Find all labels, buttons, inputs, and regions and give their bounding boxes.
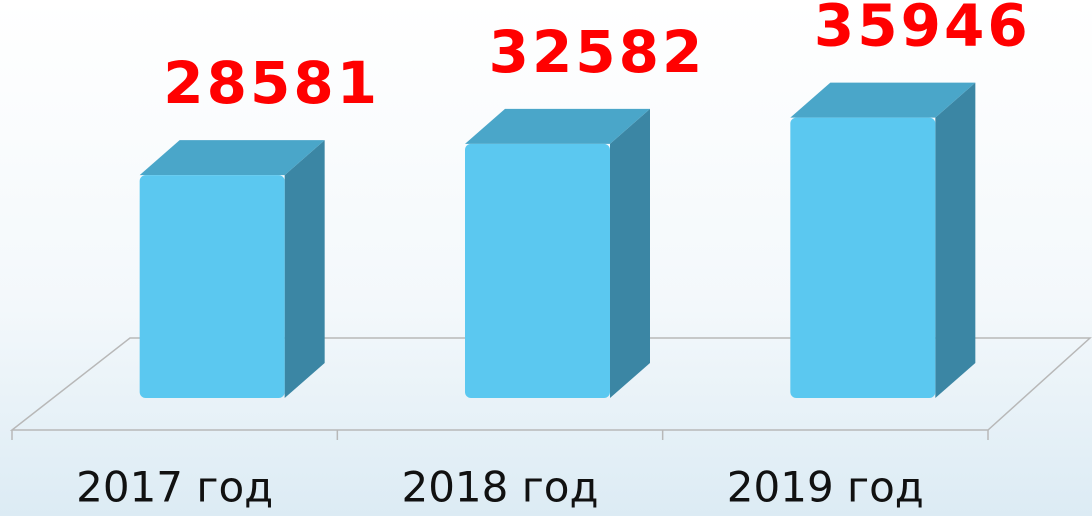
bar-top — [465, 108, 650, 144]
bar-side — [935, 82, 976, 398]
x-tick-label: 2017 год — [76, 463, 273, 512]
bar-side — [610, 108, 650, 398]
value-label: 32582 — [489, 18, 706, 86]
bar — [139, 175, 285, 398]
x-tick-label: 2019 год — [727, 463, 924, 512]
bar — [465, 143, 610, 398]
floor-ticks — [11, 430, 989, 440]
value-label: 35946 — [814, 0, 1031, 60]
bar — [790, 117, 936, 398]
value-label: 28581 — [163, 49, 380, 117]
x-tick-label: 2018 год — [401, 463, 598, 512]
bar-top — [790, 82, 976, 118]
bar-3d — [139, 140, 325, 398]
bar-top — [139, 140, 325, 176]
bar-side — [284, 140, 325, 398]
bar-3d — [465, 108, 650, 398]
bar-3d — [790, 82, 976, 398]
